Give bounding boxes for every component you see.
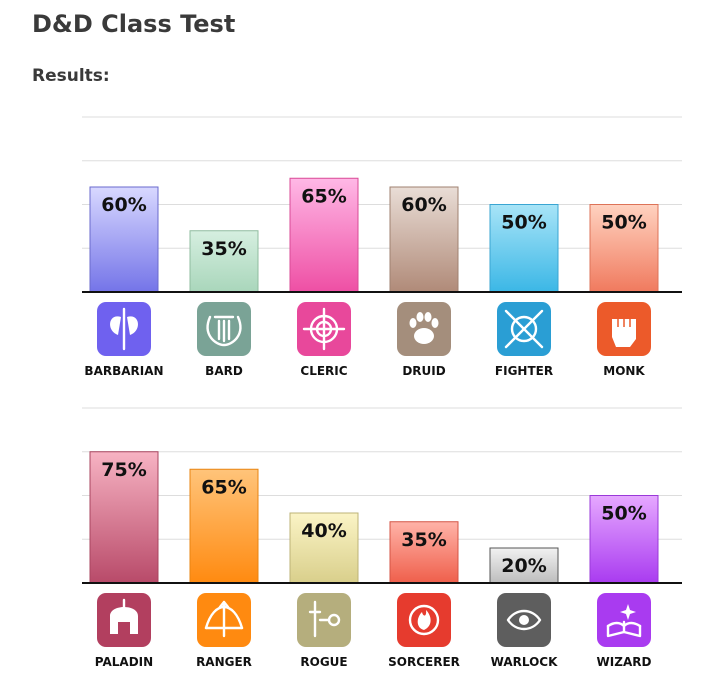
bar-wizard (589, 495, 659, 584)
bar-bard (189, 230, 259, 293)
dagger-key-icon (297, 593, 351, 647)
value-label-monk: 50% (601, 212, 646, 234)
spellbook-icon (597, 593, 651, 647)
fist-icon (597, 302, 651, 356)
bar-fighter (489, 204, 559, 293)
bar-warlock (489, 547, 559, 584)
value-label-rogue: 40% (301, 520, 346, 542)
value-label-sorcerer: 35% (401, 529, 446, 551)
bar-paladin (89, 451, 159, 584)
bar-ranger (189, 468, 259, 584)
class-label-barbarian: BARBARIAN (84, 364, 163, 378)
value-label-fighter: 50% (501, 212, 546, 234)
class-label-bard: BARD (205, 364, 243, 378)
chart-2: 75% PALADIN 65% RANGER 40% ROGUE 35% SORCERER 20… (82, 407, 682, 669)
value-label-paladin: 75% (101, 459, 146, 481)
class-label-rogue: ROGUE (300, 655, 347, 669)
value-label-ranger: 65% (201, 476, 246, 498)
class-label-sorcerer: SORCERER (388, 655, 460, 669)
paw-icon (397, 302, 451, 356)
value-label-warlock: 20% (501, 555, 546, 577)
results-label: Results: (32, 66, 110, 86)
axe-icon (97, 302, 151, 356)
bar-rogue (289, 512, 359, 584)
value-label-wizard: 50% (601, 503, 646, 525)
value-label-cleric: 65% (301, 185, 346, 207)
bow-icon (197, 593, 251, 647)
class-label-cleric: CLERIC (300, 364, 347, 378)
class-label-monk: MONK (603, 364, 645, 378)
value-label-druid: 60% (401, 194, 446, 216)
flame-icon (397, 593, 451, 647)
value-label-barbarian: 60% (101, 194, 146, 216)
lyre-icon (197, 302, 251, 356)
crossed-swords-shield-icon (497, 302, 551, 356)
bar-barbarian (89, 186, 159, 293)
class-label-wizard: WIZARD (597, 655, 652, 669)
class-label-druid: DRUID (402, 364, 445, 378)
class-label-paladin: PALADIN (95, 655, 153, 669)
bar-sorcerer (389, 521, 459, 584)
class-label-fighter: FIGHTER (495, 364, 553, 378)
helmet-icon (97, 593, 151, 647)
holy-symbol-icon (297, 302, 351, 356)
value-label-bard: 35% (201, 238, 246, 260)
class-label-warlock: WARLOCK (491, 655, 558, 669)
bar-cleric (289, 177, 359, 293)
chart-1: 60% BARBARIAN 35% BARD 65% CLERIC 60% DRUID 50% F… (82, 116, 682, 378)
eye-icon (497, 593, 551, 647)
page-title: D&D Class Test (32, 10, 236, 38)
class-label-ranger: RANGER (196, 655, 252, 669)
